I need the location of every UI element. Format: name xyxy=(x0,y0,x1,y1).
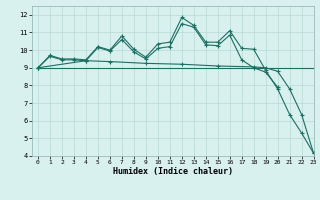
X-axis label: Humidex (Indice chaleur): Humidex (Indice chaleur) xyxy=(113,167,233,176)
